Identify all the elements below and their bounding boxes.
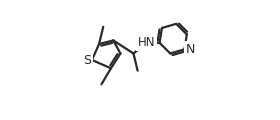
Text: N: N xyxy=(186,43,195,56)
Text: S: S xyxy=(83,54,91,66)
Text: HN: HN xyxy=(138,36,155,49)
